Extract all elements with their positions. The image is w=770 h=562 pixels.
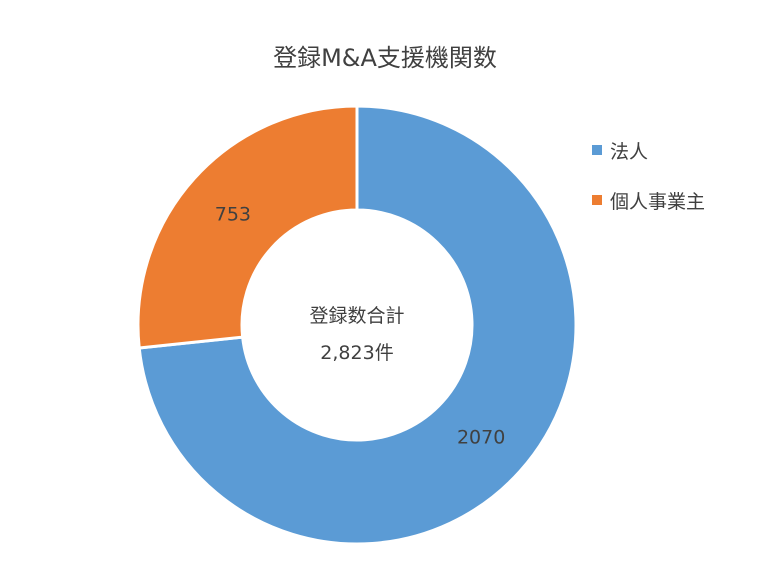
center-label-total: 2,823件 bbox=[320, 342, 393, 364]
data-label-1: 753 bbox=[215, 203, 251, 225]
donut-slice-0 bbox=[137, 104, 578, 546]
center-label-title: 登録数合計 bbox=[309, 305, 404, 327]
donut-slice-1 bbox=[136, 104, 359, 350]
donut-slices bbox=[136, 104, 578, 546]
donut-data-labels: 2070 753 bbox=[215, 203, 506, 448]
legend: 法人 個人事業主 bbox=[592, 136, 762, 236]
legend-swatch-0 bbox=[592, 145, 602, 155]
legend-label-1: 個人事業主 bbox=[610, 190, 706, 213]
legend-item-1: 個人事業主 bbox=[592, 186, 762, 214]
legend-label-0: 法人 bbox=[610, 140, 649, 163]
chart-title: 登録M&A支援機関数 bbox=[273, 44, 497, 72]
legend-swatch-1 bbox=[592, 195, 602, 205]
data-label-0: 2070 bbox=[457, 427, 505, 449]
legend-item-0: 法人 bbox=[592, 136, 762, 164]
